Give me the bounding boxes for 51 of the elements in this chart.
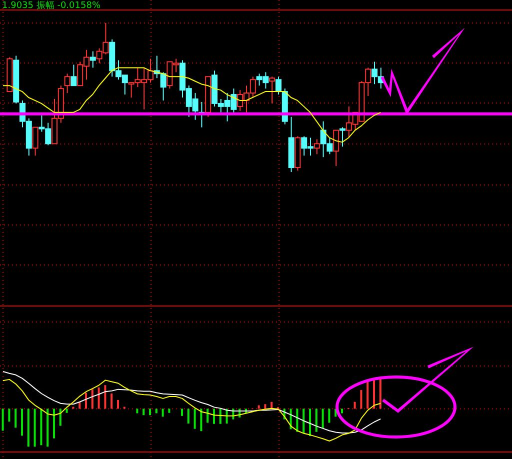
bar [142,408,145,416]
bar [155,408,158,414]
bar [14,408,17,428]
bar [91,389,94,409]
bar [200,408,202,432]
bar [194,408,196,429]
bar [315,408,318,432]
bar [354,402,356,409]
bar [34,408,36,447]
bar [136,408,138,414]
bar [206,408,209,423]
bar [149,408,151,416]
bar [59,408,62,426]
candlestick [90,50,96,68]
bar [117,400,119,409]
bar [309,408,311,436]
bar [213,408,215,424]
bar [181,408,183,416]
candlestick [32,126,38,156]
candlestick [70,64,77,86]
candlestick [314,138,320,155]
bar [168,408,170,413]
bar [322,408,324,428]
bar [8,408,10,422]
candlestick [276,76,282,96]
bar [110,394,113,409]
bar [366,380,369,409]
bar [104,385,106,409]
bar [379,378,382,409]
bar [46,408,49,447]
candlestick [269,76,276,104]
bar [328,408,330,423]
bar [21,408,23,436]
bar [302,408,305,434]
bar [40,408,42,446]
bar [66,408,68,413]
bar [360,390,362,409]
candlestick [340,126,346,148]
bar [296,408,298,432]
bar [27,408,30,447]
candlestick [64,73,70,94]
bar [85,392,87,409]
chart-title: 1.9035 振幅 -0.0158% [2,0,101,12]
bar [341,408,343,414]
bar [264,404,266,409]
bar [187,408,190,424]
bar [53,408,55,438]
bar [219,408,222,424]
bar [98,387,100,409]
bar [162,408,164,417]
candlestick [333,130,340,167]
